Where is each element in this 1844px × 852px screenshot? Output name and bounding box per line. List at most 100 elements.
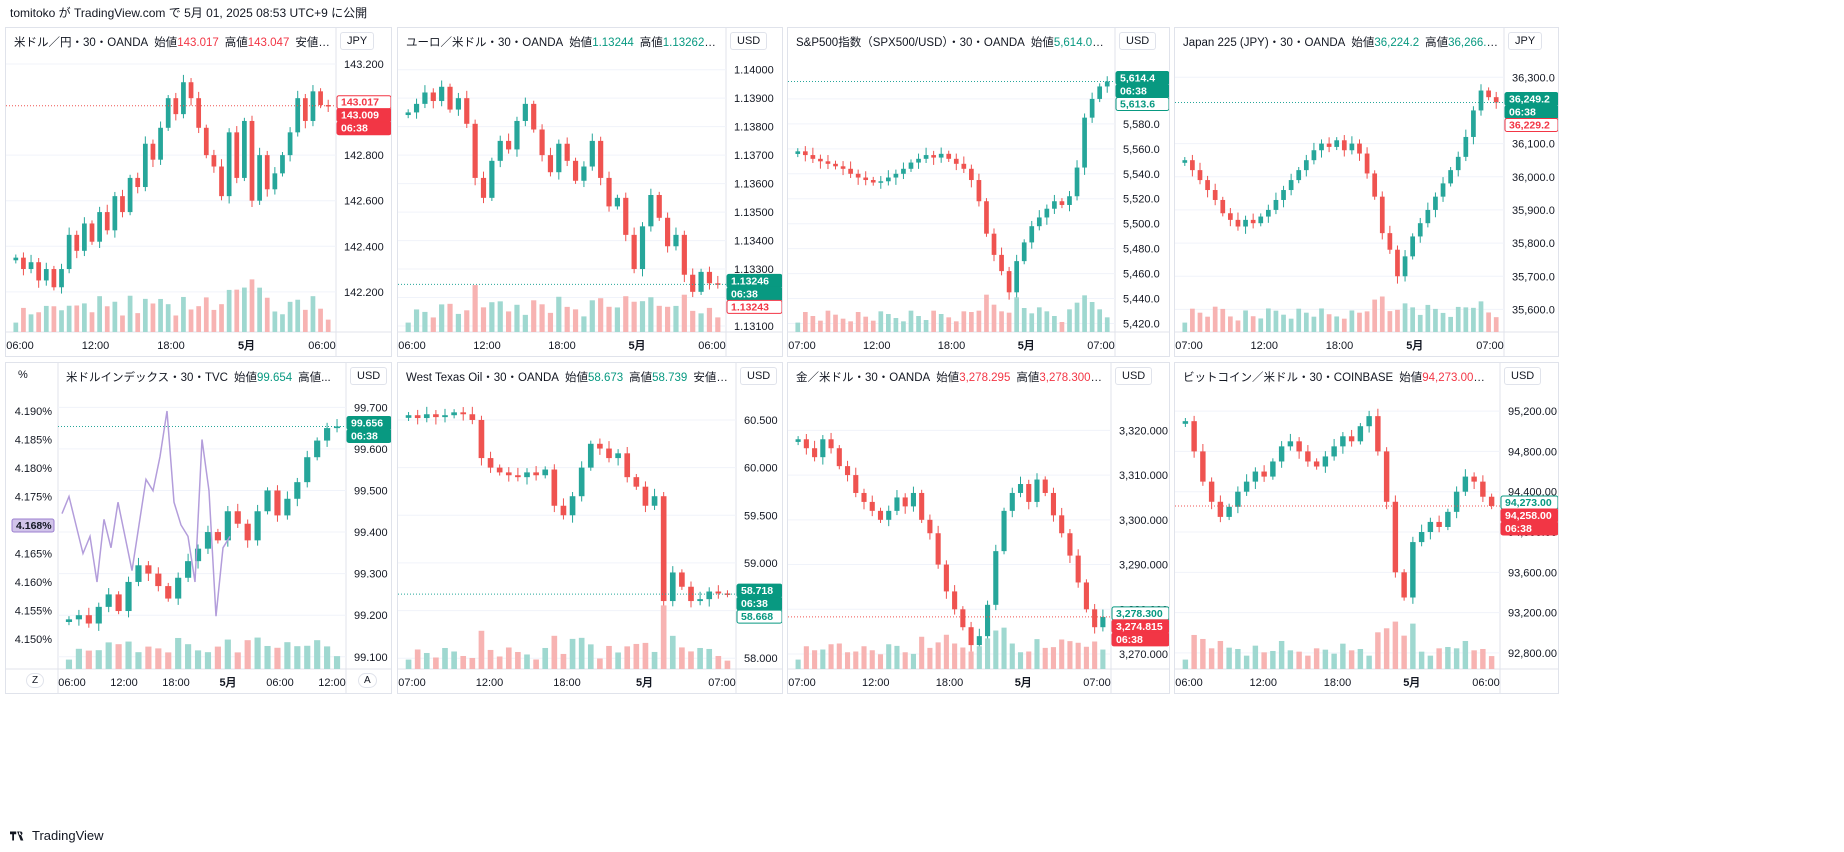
volume-bar xyxy=(135,313,141,332)
volume-bar xyxy=(314,640,321,669)
candle-body xyxy=(1478,90,1484,111)
chart-svg[interactable]: 95,200.0094,800.0094,400.0094,000.0093,6… xyxy=(1175,363,1559,694)
y-tick-label: 5,480.0 xyxy=(1123,244,1160,256)
candle-body xyxy=(405,415,412,418)
candle-body xyxy=(1190,160,1195,171)
title-o: 5,614.0 xyxy=(1053,37,1093,49)
volume-bar xyxy=(304,645,311,669)
candle-body xyxy=(451,412,457,416)
volume-bar xyxy=(1401,635,1407,669)
volume-bar xyxy=(414,649,421,669)
chart-svg[interactable]: 36,300.0 36,100.0 36,000.0 35,900.0 35,800.0… xyxy=(1175,28,1559,357)
volume-bar xyxy=(861,646,867,669)
volume-bar xyxy=(274,647,281,669)
currency-button[interactable]: JPY xyxy=(340,32,375,50)
chart-panel[interactable]: 1.14000 1.13900 1.13800 1.13700 1.13600 1.135… xyxy=(397,27,783,357)
candle-body xyxy=(946,153,952,159)
currency-button[interactable]: USD xyxy=(350,367,388,385)
candle-body xyxy=(1021,242,1027,262)
volume-bar xyxy=(589,300,595,332)
candle-body xyxy=(185,561,192,578)
candle-body xyxy=(1375,416,1381,452)
volume-bar xyxy=(295,299,301,332)
volume-bar xyxy=(1083,646,1089,669)
candle-body xyxy=(556,143,562,173)
auto-scale-button[interactable]: A xyxy=(358,673,377,688)
volume-bar xyxy=(21,307,26,332)
candle-body xyxy=(150,143,156,160)
chart-svg[interactable]: 3,320.0003,310.0003,300.0003,290.0003,28… xyxy=(788,363,1170,694)
chart-svg[interactable]: 143.200 142.800 142.600 142.400 142.200 06:00… xyxy=(6,28,392,357)
chart-panel[interactable]: 3,320.0003,310.0003,300.0003,290.0003,28… xyxy=(787,362,1170,694)
volume-bar xyxy=(430,317,436,332)
currency-button[interactable]: USD xyxy=(1504,367,1542,385)
volume-bar xyxy=(13,322,19,332)
candle-body xyxy=(589,140,595,167)
price-label: 06:38 xyxy=(741,598,768,610)
currency-button[interactable]: USD xyxy=(1119,32,1157,50)
volume-bar xyxy=(869,650,875,669)
candle-body xyxy=(1243,481,1250,492)
currency-button[interactable]: USD xyxy=(730,32,768,50)
volume-bar xyxy=(158,298,163,332)
candle-body xyxy=(1220,199,1226,214)
chart-panel[interactable]: 5,600.05,580.05,560.05,540.05,520.05,500… xyxy=(787,27,1170,357)
candle-body xyxy=(894,497,900,511)
chart-svg[interactable]: 5,600.05,580.05,560.05,540.05,520.05,500… xyxy=(788,28,1170,357)
price-label-box xyxy=(11,518,55,533)
chart-panel[interactable]: 143.200 142.800 142.600 142.400 142.200 06:00… xyxy=(5,27,392,357)
candle-body xyxy=(1067,533,1073,556)
volume-bar xyxy=(1341,318,1347,332)
volume-bar xyxy=(506,311,512,332)
zoom-button[interactable]: Z xyxy=(26,673,45,688)
volume-bar xyxy=(1453,648,1460,669)
volume-bar xyxy=(1326,314,1332,332)
chart-svg[interactable]: 99.700 99.600 99.500 99.400 99.300 99.200 99.1… xyxy=(6,363,392,694)
chart-svg[interactable]: 1.14000 1.13900 1.13800 1.13700 1.13600 1.135… xyxy=(398,28,783,357)
volume-bar xyxy=(812,650,818,669)
candle-body xyxy=(284,498,291,516)
y-tick-label: 94,800.00 xyxy=(1508,446,1557,458)
volume-bar xyxy=(961,311,967,332)
volume-bar xyxy=(1009,643,1015,669)
volume-bar xyxy=(1462,640,1469,669)
volume-bar xyxy=(135,652,142,669)
candle-body xyxy=(961,163,967,169)
volume-bar xyxy=(706,648,713,669)
volume-bar xyxy=(1220,308,1226,332)
candle-body xyxy=(142,143,148,188)
volume-bar xyxy=(226,289,232,332)
x-tick-label: 12:00 xyxy=(862,677,890,689)
candle-body xyxy=(51,269,57,288)
candle-body xyxy=(1366,416,1372,427)
chart-panel[interactable]: 60.50060.00059.50059.00058.50058.00007:0… xyxy=(397,362,783,694)
volume-bar xyxy=(894,645,900,669)
chart-title: 米ドル／円・30・OANDA始値143.017高値143.047安値142.96… xyxy=(14,34,330,50)
chart-panel[interactable]: 36,300.0 36,100.0 36,000.0 35,900.0 35,800.0… xyxy=(1174,27,1559,357)
title-o-label: 始値 xyxy=(936,372,960,384)
volume-bar xyxy=(294,646,301,669)
title-l-label: 安値 xyxy=(693,372,717,384)
currency-button[interactable]: USD xyxy=(740,367,778,385)
volume-bar xyxy=(1006,312,1012,332)
volume-bar xyxy=(1197,312,1203,332)
currency-button[interactable]: JPY xyxy=(1508,32,1543,50)
chart-panel[interactable]: 95,200.0094,800.0094,400.0094,000.0093,6… xyxy=(1174,362,1559,694)
y-tick-label: 93,200.00 xyxy=(1508,608,1557,620)
candle-body xyxy=(665,217,671,247)
title-title-name: ユーロ／米ドル・30・OANDA xyxy=(406,37,564,49)
candle-body xyxy=(158,127,163,160)
volume-bar xyxy=(1059,639,1065,669)
x-tick-label: 18:00 xyxy=(1324,677,1352,689)
candle-body xyxy=(234,511,241,524)
tradingview-footer[interactable]: TradingView xyxy=(10,826,104,846)
y-tick-label: 99.600 xyxy=(354,444,388,456)
chart-svg[interactable]: 60.50060.00059.50059.00058.50058.00007:0… xyxy=(398,363,783,694)
volume-bar xyxy=(1243,655,1250,669)
volume-bar xyxy=(1331,653,1337,669)
volume-bar xyxy=(810,316,816,332)
chart-panel[interactable]: 99.700 99.600 99.500 99.400 99.300 99.200 99.1… xyxy=(5,362,392,694)
volume-bar xyxy=(120,315,125,332)
candle-body xyxy=(1471,110,1476,137)
currency-button[interactable]: USD xyxy=(1115,367,1153,385)
